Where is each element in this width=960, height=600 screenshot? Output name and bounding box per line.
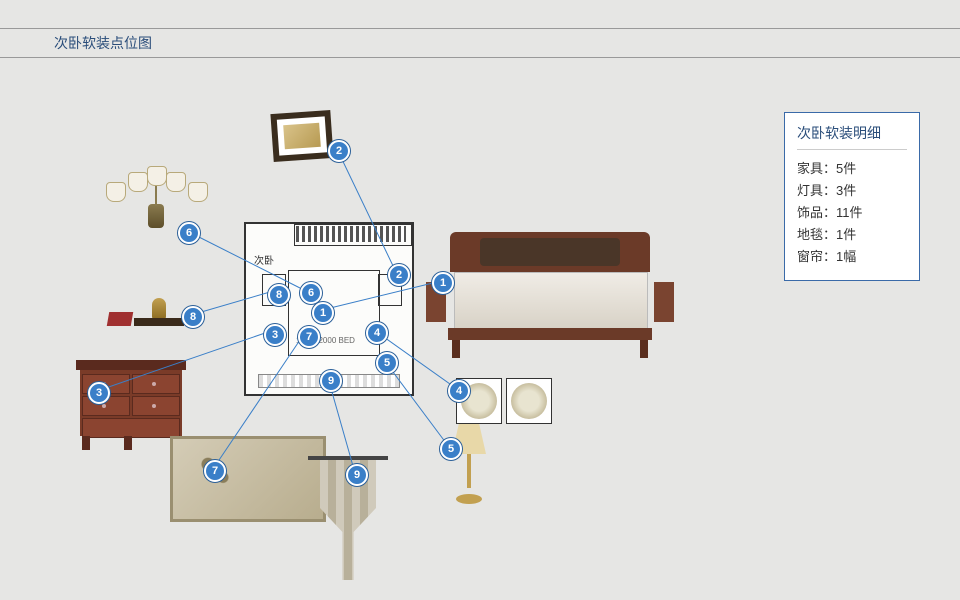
- marker-outer: 3: [88, 382, 110, 404]
- marker-plan: 6: [300, 282, 322, 304]
- marker-plan: 2: [388, 264, 410, 286]
- marker-plan: 1: [312, 302, 334, 324]
- marker-outer: 7: [204, 460, 226, 482]
- marker-plan: 9: [320, 370, 342, 392]
- marker-plan: 5: [376, 352, 398, 374]
- leader-lines: [0, 0, 960, 600]
- marker-outer: 8: [182, 306, 204, 328]
- marker-outer: 9: [346, 464, 368, 486]
- marker-plan: 3: [264, 324, 286, 346]
- marker-plan: 7: [298, 326, 320, 348]
- marker-outer: 5: [440, 438, 462, 460]
- marker-outer: 6: [178, 222, 200, 244]
- marker-plan: 8: [268, 284, 290, 306]
- marker-outer: 4: [448, 380, 470, 402]
- marker-outer: 1: [432, 272, 454, 294]
- marker-plan: 4: [366, 322, 388, 344]
- marker-outer: 2: [328, 140, 350, 162]
